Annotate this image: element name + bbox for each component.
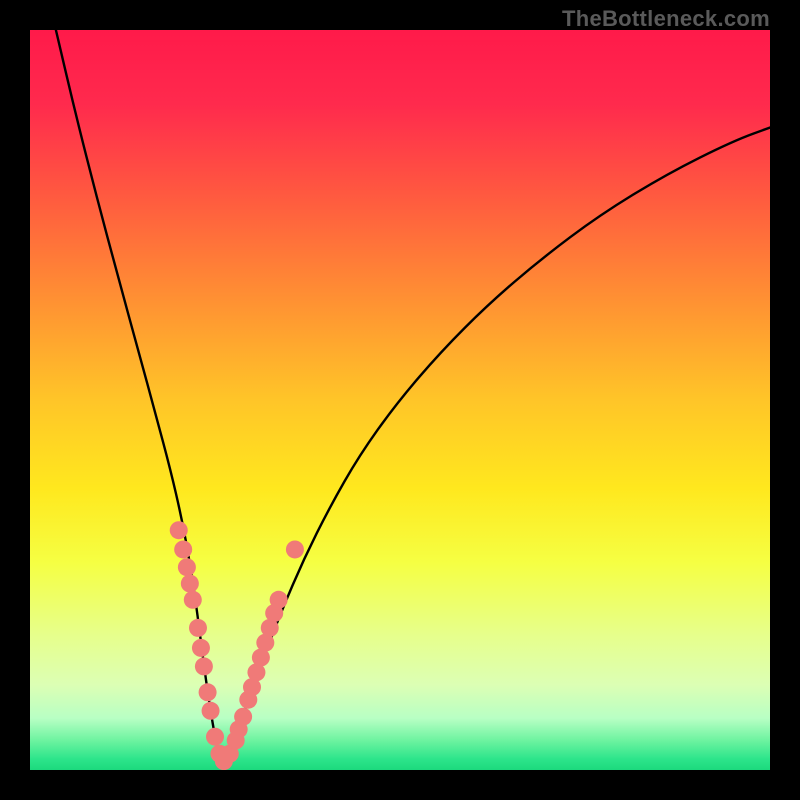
data-dot bbox=[234, 708, 252, 726]
data-dot bbox=[181, 575, 199, 593]
data-dot bbox=[174, 540, 192, 558]
data-dot bbox=[286, 540, 304, 558]
data-dot bbox=[195, 657, 213, 675]
data-dot bbox=[199, 683, 217, 701]
data-dot bbox=[170, 521, 188, 539]
data-dot bbox=[189, 619, 207, 637]
data-dot bbox=[206, 728, 224, 746]
data-dot bbox=[184, 591, 202, 609]
data-dot bbox=[178, 558, 196, 576]
bottleneck-chart bbox=[30, 30, 770, 770]
data-dot bbox=[202, 702, 220, 720]
plot-area bbox=[30, 30, 770, 770]
data-dot bbox=[270, 591, 288, 609]
watermark-text: TheBottleneck.com bbox=[562, 6, 770, 32]
chart-container: TheBottleneck.com bbox=[0, 0, 800, 800]
data-dot bbox=[192, 639, 210, 657]
